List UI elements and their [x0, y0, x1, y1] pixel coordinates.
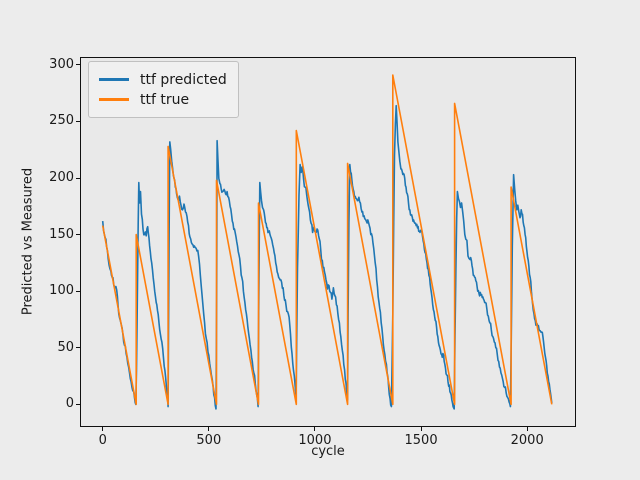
y-tick-mark — [76, 290, 80, 292]
legend-entry-ttf-true: ttf true — [99, 90, 227, 109]
legend: ttf predicted ttf true — [88, 61, 239, 118]
x-tick-label: 2000 — [510, 433, 544, 448]
x-tick-mark — [420, 427, 422, 431]
y-tick-label: 150 — [49, 226, 74, 242]
y-tick-mark — [76, 64, 80, 66]
line-ttf-true — [101, 74, 553, 406]
y-tick-mark — [76, 347, 80, 349]
plot-canvas — [101, 74, 553, 410]
x-tick-label: 1500 — [404, 433, 438, 448]
x-tick-label: 1000 — [298, 433, 332, 448]
y-tick-mark — [76, 120, 80, 122]
legend-line-swatch-true — [99, 98, 129, 101]
y-tick-label: 100 — [49, 283, 74, 299]
x-tick-mark — [314, 427, 316, 431]
y-tick-label: 0 — [65, 396, 74, 412]
x-tick-mark — [526, 427, 528, 431]
y-tick-label: 200 — [49, 170, 74, 186]
x-axis-label: cycle — [311, 444, 345, 459]
x-tick-label: 500 — [196, 433, 222, 448]
y-axis-label: Predicted vs Measured — [20, 167, 36, 316]
y-tick-mark — [76, 177, 80, 179]
y-tick-mark — [76, 234, 80, 236]
x-tick-label: 0 — [98, 433, 107, 448]
y-tick-mark — [76, 403, 80, 405]
y-tick-label: 300 — [49, 56, 74, 72]
line-ttf-predicted — [101, 104, 553, 410]
y-tick-label: 250 — [49, 113, 74, 129]
legend-label-ttf-true: ttf true — [140, 91, 190, 108]
legend-line-swatch-predicted — [99, 78, 129, 81]
plot-area — [80, 57, 576, 427]
legend-entry-ttf-predicted: ttf predicted — [99, 70, 227, 89]
legend-label-ttf-predicted: ttf predicted — [140, 71, 227, 88]
y-tick-label: 50 — [57, 339, 74, 355]
x-tick-mark — [208, 427, 210, 431]
x-tick-mark — [102, 427, 104, 431]
